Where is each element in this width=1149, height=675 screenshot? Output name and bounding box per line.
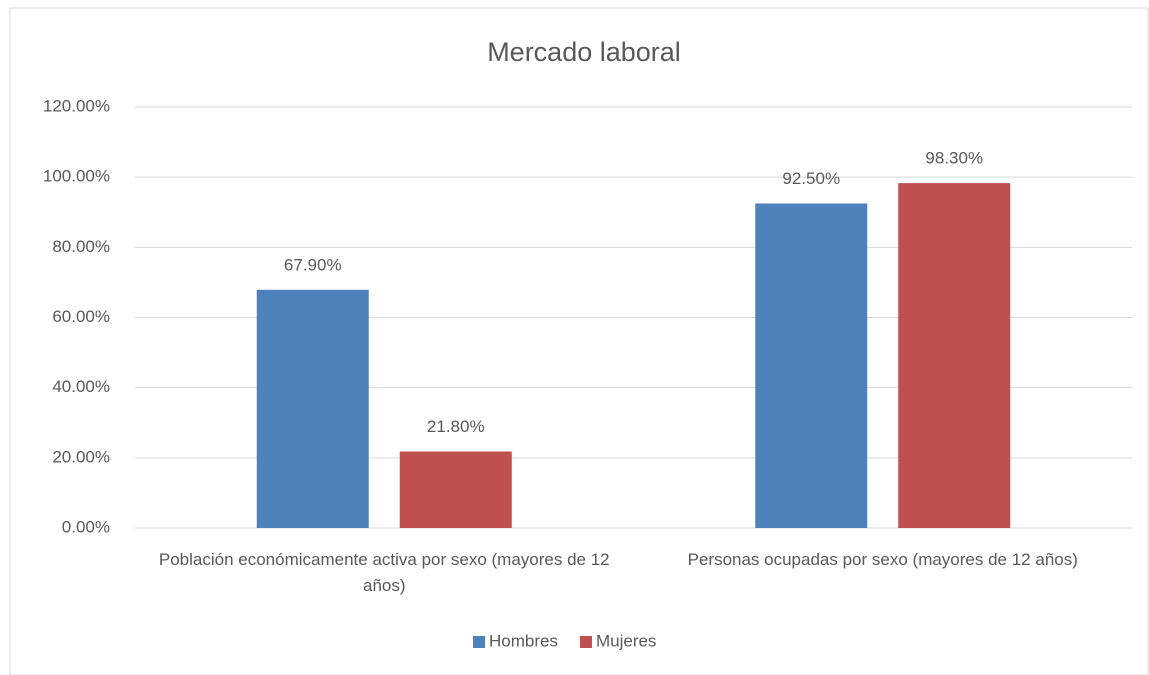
legend-label: Mujeres [596, 631, 656, 650]
y-tick-label: 40.00% [52, 377, 110, 396]
legend-label: Hombres [489, 631, 558, 650]
y-tick-label: 60.00% [52, 307, 110, 326]
bar [898, 183, 1011, 528]
y-tick-label: 120.00% [43, 96, 110, 115]
x-tick-label: Personas ocupadas por sexo (mayores de 1… [687, 550, 1078, 569]
y-tick-label: 80.00% [52, 237, 110, 256]
bar [755, 203, 868, 528]
chart-title: Mercado laboral [487, 37, 681, 67]
bar [399, 451, 512, 528]
bar [256, 289, 369, 528]
data-label: 98.30% [925, 149, 983, 168]
data-label: 21.80% [427, 417, 485, 436]
y-tick-label: 0.00% [62, 517, 110, 536]
x-tick-label: Población económicamente activa por sexo… [158, 550, 610, 595]
legend-swatch [579, 636, 592, 648]
data-label: 67.90% [284, 255, 342, 274]
y-tick-label: 100.00% [43, 167, 110, 186]
legend-swatch [473, 636, 485, 648]
y-tick-label: 20.00% [52, 447, 110, 466]
data-label: 92.50% [782, 169, 840, 188]
